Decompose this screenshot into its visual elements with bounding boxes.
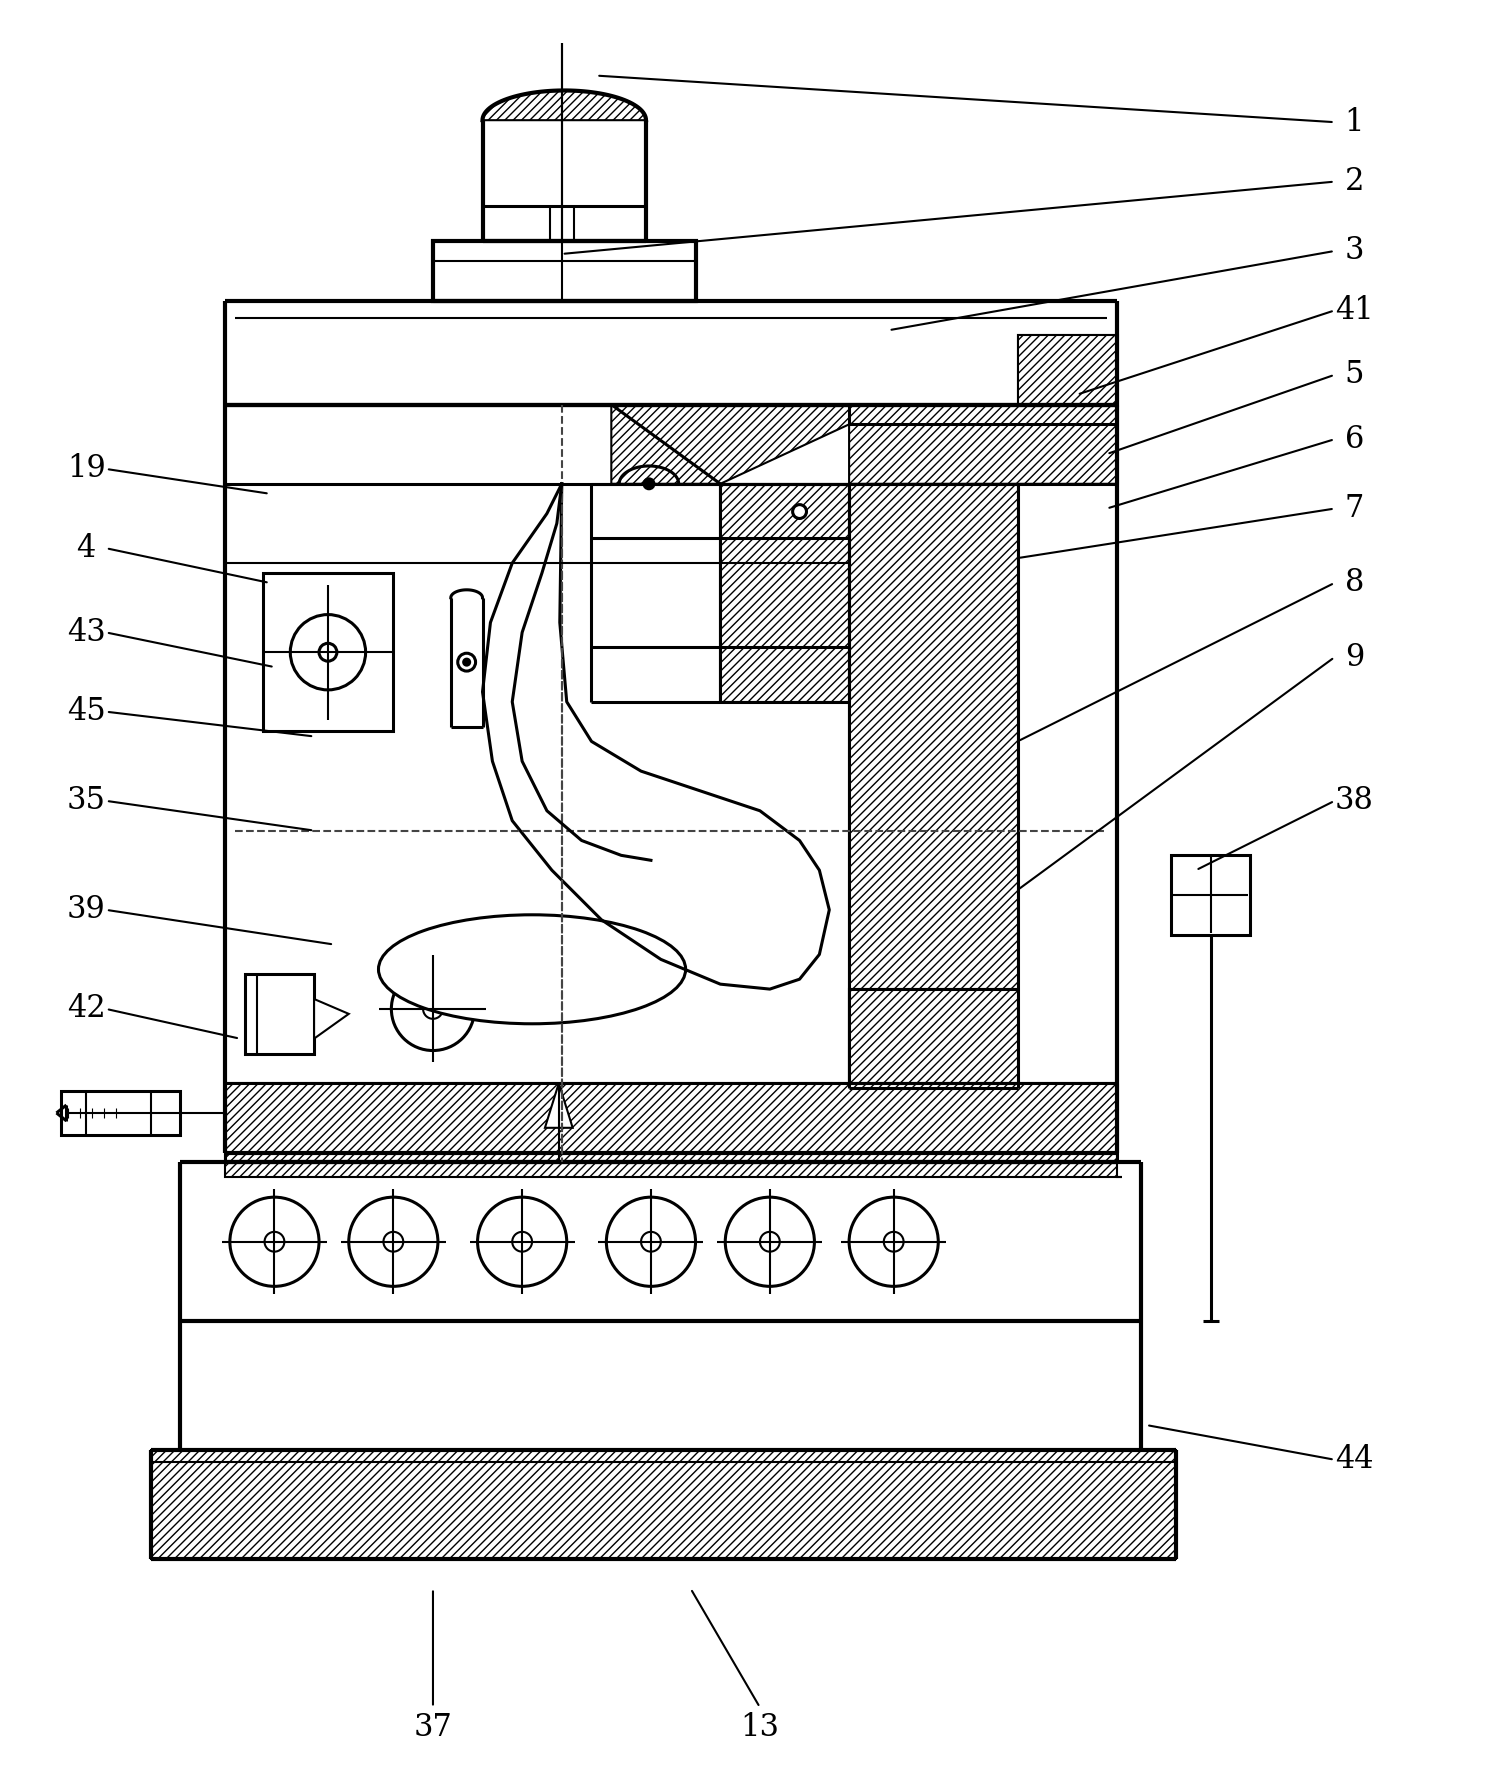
Polygon shape	[1017, 336, 1117, 405]
Circle shape	[512, 1232, 533, 1251]
Polygon shape	[849, 989, 1017, 1083]
Bar	[262, 573, 393, 732]
Circle shape	[793, 505, 807, 518]
Circle shape	[477, 1198, 567, 1287]
Circle shape	[725, 1198, 814, 1287]
Bar	[245, 975, 315, 1053]
Circle shape	[641, 1232, 661, 1251]
Circle shape	[290, 614, 366, 689]
Circle shape	[349, 1198, 438, 1287]
Text: 44: 44	[1335, 1444, 1374, 1474]
Circle shape	[319, 643, 337, 660]
Polygon shape	[611, 405, 1117, 484]
Polygon shape	[721, 484, 849, 702]
Circle shape	[464, 659, 470, 666]
Text: 39: 39	[66, 894, 105, 925]
Polygon shape	[483, 91, 646, 120]
Polygon shape	[545, 1083, 573, 1128]
Circle shape	[423, 1000, 442, 1019]
Circle shape	[644, 478, 653, 489]
Text: 43: 43	[66, 618, 105, 648]
Bar	[1017, 336, 1117, 405]
Text: 37: 37	[414, 1712, 453, 1742]
Circle shape	[384, 1232, 403, 1251]
Text: 42: 42	[66, 994, 105, 1025]
Ellipse shape	[378, 914, 686, 1025]
Circle shape	[607, 1198, 695, 1287]
Circle shape	[849, 1198, 938, 1287]
Text: 5: 5	[1344, 359, 1364, 391]
Circle shape	[1204, 889, 1218, 901]
Text: 41: 41	[1335, 295, 1374, 327]
Text: 4: 4	[77, 532, 96, 564]
Text: 8: 8	[1344, 568, 1364, 598]
Circle shape	[458, 653, 476, 671]
Text: 2: 2	[1344, 166, 1364, 196]
Bar	[62, 1091, 181, 1135]
Polygon shape	[150, 1449, 1175, 1558]
Polygon shape	[849, 484, 1017, 1089]
Circle shape	[883, 1232, 903, 1251]
Text: 45: 45	[66, 696, 105, 726]
Bar	[433, 241, 695, 300]
Text: 35: 35	[66, 785, 105, 816]
Bar	[1171, 855, 1251, 935]
Text: 9: 9	[1345, 641, 1364, 673]
Text: 38: 38	[1335, 785, 1374, 816]
Text: 6: 6	[1344, 423, 1364, 455]
Polygon shape	[315, 1000, 349, 1039]
Text: 3: 3	[1344, 236, 1364, 266]
Circle shape	[760, 1232, 780, 1251]
Text: 7: 7	[1344, 493, 1364, 525]
Text: 1: 1	[1344, 107, 1364, 137]
Circle shape	[230, 1198, 319, 1287]
Circle shape	[265, 1232, 284, 1251]
Polygon shape	[224, 1083, 1117, 1162]
Polygon shape	[224, 1162, 1121, 1178]
Circle shape	[391, 967, 474, 1051]
Circle shape	[1183, 868, 1239, 923]
Text: 19: 19	[66, 453, 105, 484]
Text: 13: 13	[740, 1712, 780, 1742]
